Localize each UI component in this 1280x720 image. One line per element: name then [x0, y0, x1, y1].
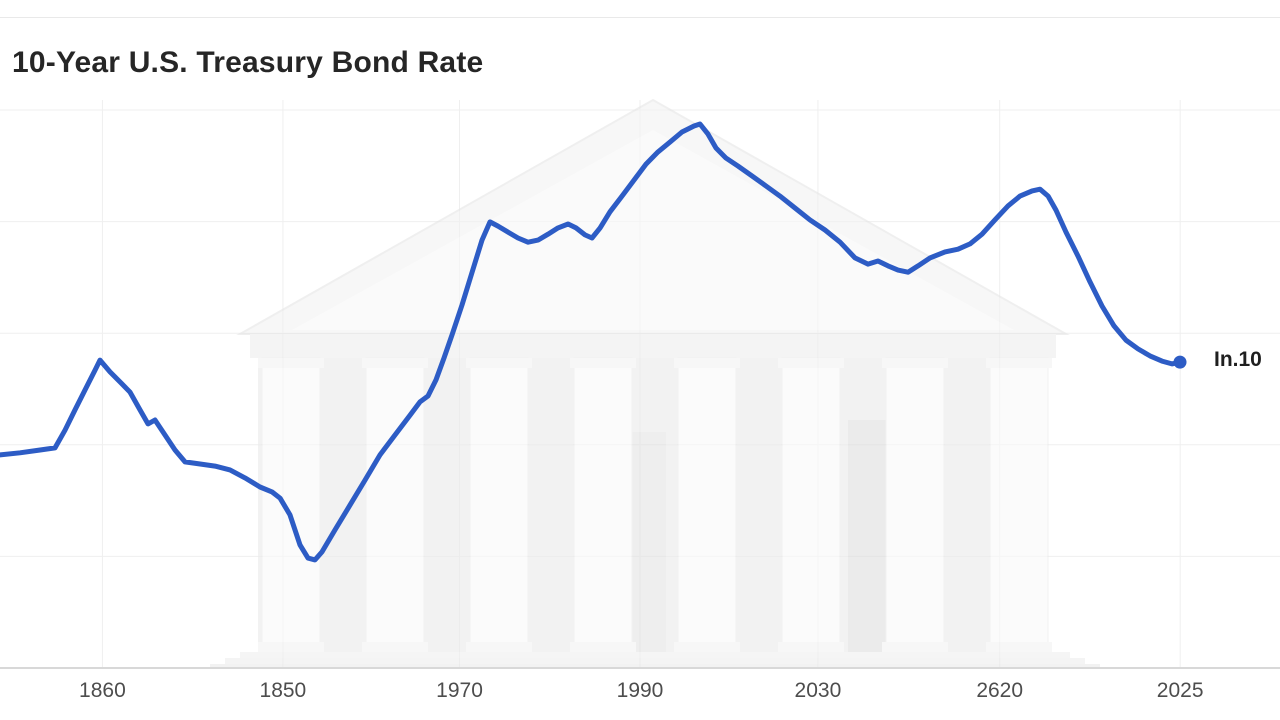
latest-value-label: In.10 — [1214, 348, 1262, 371]
x-axis: 1860 1850 1970 1990 2030 2620 2025 — [0, 679, 1280, 711]
x-axis-tick-label: 2620 — [976, 679, 1024, 702]
treasury-rate-line — [0, 121, 1183, 563]
x-axis-tick-label: 1850 — [259, 679, 307, 702]
x-axis-tick-label: 2025 — [1156, 679, 1204, 702]
x-axis-tick-label: 1990 — [616, 679, 664, 702]
top-divider — [0, 17, 1280, 18]
x-axis-tick-label: 1860 — [79, 679, 126, 702]
x-axis-tick-label: 2030 — [794, 679, 842, 702]
rate-line-end-dot — [1173, 355, 1187, 369]
treasury-building-watermark-illustration — [210, 98, 1100, 669]
x-axis-tick-label: 1970 — [436, 679, 483, 702]
chart-title: 10-Year U.S. Treasury Bond Rate — [12, 46, 484, 79]
